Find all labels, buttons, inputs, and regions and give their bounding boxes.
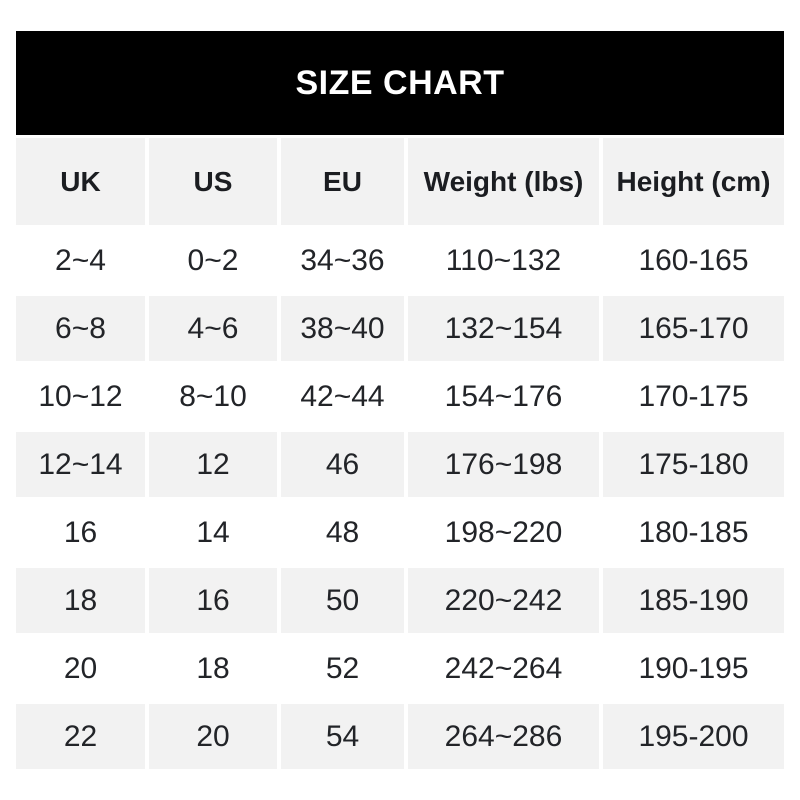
table-cell: 12~14 [16, 432, 145, 497]
table-cell: 180-185 [603, 500, 784, 565]
table-cell: 220~242 [408, 568, 599, 633]
table-cell: 10~12 [16, 364, 145, 429]
table-cell: 18 [16, 568, 145, 633]
table-cell: 14 [149, 500, 277, 565]
table-cell: 46 [281, 432, 404, 497]
table-cell: 175-180 [603, 432, 784, 497]
table-cell: 38~40 [281, 296, 404, 361]
table-cell: 154~176 [408, 364, 599, 429]
table-cell: 50 [281, 568, 404, 633]
table-cell: 20 [16, 636, 145, 701]
header-cell: UK [16, 138, 145, 225]
table-cell: 18 [149, 636, 277, 701]
table-cell: 4~6 [149, 296, 277, 361]
table-cell: 34~36 [281, 228, 404, 293]
table-cell: 198~220 [408, 500, 599, 565]
header-cell: EU [281, 138, 404, 225]
table-cell: 165-170 [603, 296, 784, 361]
table-cell: 0~2 [149, 228, 277, 293]
table-cell: 160-165 [603, 228, 784, 293]
table-cell: 20 [149, 704, 277, 769]
table-cell: 110~132 [408, 228, 599, 293]
table-cell: 48 [281, 500, 404, 565]
header-cell: Weight (lbs) [408, 138, 599, 225]
table-cell: 190-195 [603, 636, 784, 701]
chart-title-bar: SIZE CHART [16, 31, 784, 135]
table-cell: 2~4 [16, 228, 145, 293]
table-cell: 6~8 [16, 296, 145, 361]
table-cell: 170-175 [603, 364, 784, 429]
table-cell: 22 [16, 704, 145, 769]
table-cell: 264~286 [408, 704, 599, 769]
header-cell: US [149, 138, 277, 225]
table-cell: 16 [149, 568, 277, 633]
table-cell: 54 [281, 704, 404, 769]
chart-title: SIZE CHART [295, 63, 505, 102]
size-table: UK US EU Weight (lbs) Height (cm) 2~4 0~2 34~36… [16, 138, 784, 769]
table-cell: 12 [149, 432, 277, 497]
table-cell: 176~198 [408, 432, 599, 497]
table-cell: 242~264 [408, 636, 599, 701]
table-cell: 195-200 [603, 704, 784, 769]
table-cell: 16 [16, 500, 145, 565]
header-cell: Height (cm) [603, 138, 784, 225]
table-cell: 42~44 [281, 364, 404, 429]
table-cell: 8~10 [149, 364, 277, 429]
table-cell: 132~154 [408, 296, 599, 361]
table-cell: 52 [281, 636, 404, 701]
table-cell: 185-190 [603, 568, 784, 633]
